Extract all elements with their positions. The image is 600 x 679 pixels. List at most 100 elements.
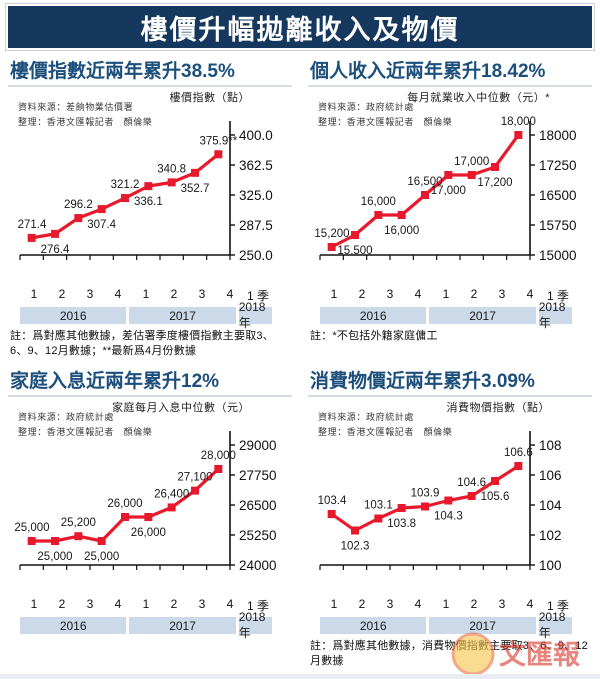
y-tick-label-1: 15750 bbox=[539, 218, 577, 233]
data-point-marker bbox=[167, 503, 176, 512]
x-tick-6: 3 bbox=[198, 287, 206, 301]
source-block: 資料來源：政府統計處 整理：香港文匯報記者 顏倫樂 bbox=[318, 411, 452, 441]
x-axis-quarter-labels: 1 2 3 4 1 2 3 4 1 季 bbox=[20, 287, 272, 304]
x-tick-0: 1 bbox=[330, 597, 338, 611]
data-point-marker bbox=[121, 513, 129, 521]
panel-note: 註：爲對應其他數據，差估署季度樓價指數主要取3、6、9、12月數據；**最新爲4… bbox=[10, 330, 274, 358]
y-tick-label-2: 16500 bbox=[539, 188, 577, 203]
data-point-label-1: 25,000 bbox=[37, 551, 72, 563]
data-point-label-7: 27,100 bbox=[177, 472, 212, 484]
panel-household-income: 家庭入息近兩年累升12% 家庭每月入息中位數（元） 資料來源：政府統計處 整理：… bbox=[0, 363, 300, 673]
data-point-marker bbox=[374, 514, 383, 523]
y-tick-label-1: 287.5 bbox=[239, 218, 273, 233]
x-tick-2: 3 bbox=[86, 287, 94, 301]
panel-grid: 樓價指數近兩年累升38.5% 樓價指數（點） 資料來源：差餉物業估價署 整理：香… bbox=[0, 53, 600, 673]
y-axis-caption: 家庭每月入息中位數（元） bbox=[112, 402, 250, 414]
data-point-label-4: 16,500 bbox=[407, 176, 442, 188]
data-point-label-6: 104.6 bbox=[457, 477, 486, 489]
data-point-marker bbox=[397, 504, 406, 512]
y-tick-label-2: 26500 bbox=[239, 498, 277, 513]
x-tick-4: 1 bbox=[442, 287, 450, 301]
data-point-marker bbox=[214, 150, 223, 159]
data-point-marker bbox=[514, 131, 523, 139]
y-tick-label-0: 24000 bbox=[239, 558, 277, 573]
data-point-marker bbox=[374, 211, 383, 219]
x-tick-3: 4 bbox=[414, 597, 422, 611]
x-tick-5: 2 bbox=[170, 287, 178, 301]
x-axis-quarter-labels: 1 2 3 4 1 2 3 4 1 季 bbox=[320, 287, 572, 304]
y-tick-label-1: 25250 bbox=[239, 528, 277, 543]
data-point-marker bbox=[191, 168, 199, 177]
data-point-label-3: 25,000 bbox=[84, 551, 119, 563]
y-tick-label-4: 18000 bbox=[539, 128, 577, 143]
data-point-marker bbox=[351, 526, 359, 535]
data-point-label-2: 16,000 bbox=[361, 196, 396, 208]
data-point-label-2: 103.1 bbox=[364, 500, 393, 512]
title-divider bbox=[308, 85, 592, 87]
y-tick-label-3: 362.5 bbox=[239, 158, 273, 173]
data-point-marker bbox=[444, 496, 453, 505]
panel-note: 註：爲對應其他數據，消費物價指數主要取3、6、9、12月數據 bbox=[310, 640, 588, 668]
data-point-label-3: 16,000 bbox=[384, 225, 419, 237]
data-point-marker bbox=[214, 465, 223, 473]
y-tick-label-1: 102 bbox=[539, 528, 562, 543]
chart-household-income: 24000 25250 26500 27750 29000 25,000 25,000 25,… bbox=[6, 417, 294, 595]
data-point-label-4: 321.2 bbox=[111, 179, 140, 191]
editor-line: 整理：香港文匯報記者 顏倫樂 bbox=[18, 427, 153, 438]
data-point-label-0: 25,000 bbox=[14, 522, 49, 534]
year-2016: 2016 bbox=[320, 307, 427, 324]
line-chart-svg: 24000 25250 26500 27750 29000 25,000 25,000 25,… bbox=[14, 431, 277, 573]
source-block: 資料來源：政府統計處 整理：香港文匯報記者 顏倫樂 bbox=[318, 101, 452, 131]
data-point-marker bbox=[51, 229, 59, 238]
data-point-marker bbox=[144, 513, 153, 521]
data-point-label-8: 28,000 bbox=[201, 450, 236, 462]
x-axis-year-band: 2016 2017 2018年 bbox=[320, 610, 572, 640]
data-point-label-5: 26,000 bbox=[131, 527, 166, 539]
line-chart-svg: 250.0 287.5 325.0 362.5 400.0 271.4 276.4 296.2… bbox=[18, 121, 273, 263]
x-tick-1: 2 bbox=[358, 287, 366, 301]
x-tick-3: 4 bbox=[114, 597, 122, 611]
chart-personal-income: 15000 15750 16500 17250 18000 15,200 15,500 16,… bbox=[306, 107, 594, 285]
year-2018: 2018年 bbox=[538, 610, 572, 640]
x-tick-4: 1 bbox=[142, 287, 150, 301]
data-point-marker bbox=[467, 171, 476, 179]
source-line: 資料來源：政府統計處 bbox=[18, 413, 115, 423]
data-point-label-8: 375.9** bbox=[199, 135, 237, 147]
data-point-marker bbox=[27, 233, 36, 242]
source-line: 資料來源：差餉物業估價署 bbox=[18, 103, 134, 113]
data-point-label-6: 17,000 bbox=[454, 156, 489, 168]
x-tick-3: 4 bbox=[114, 287, 122, 301]
data-point-marker bbox=[51, 537, 59, 545]
x-tick-4: 1 bbox=[442, 597, 450, 611]
x-tick-8: 1 季 bbox=[246, 289, 269, 303]
data-point-label-1: 15,500 bbox=[337, 245, 372, 257]
line-chart-svg: 15000 15750 16500 17250 18000 15,200 15,500 16,… bbox=[314, 116, 577, 263]
x-axis-quarter-labels: 1 2 3 4 1 2 3 4 1 季 bbox=[320, 597, 572, 614]
x-tick-6: 3 bbox=[198, 597, 206, 611]
year-2018: 2018年 bbox=[238, 300, 272, 330]
x-tick-2: 3 bbox=[386, 287, 394, 301]
data-point-label-0: 15,200 bbox=[314, 228, 349, 240]
x-tick-5: 2 bbox=[470, 287, 478, 301]
title-divider bbox=[308, 395, 592, 397]
x-tick-5: 2 bbox=[170, 597, 178, 611]
x-tick-2: 3 bbox=[386, 597, 394, 611]
data-point-marker bbox=[327, 510, 336, 518]
data-point-label-6: 26,400 bbox=[154, 488, 189, 500]
y-tick-label-4: 108 bbox=[539, 438, 562, 453]
data-point-label-3: 307.4 bbox=[87, 219, 116, 231]
data-point-label-8: 18,000 bbox=[501, 116, 536, 128]
page-title: 樓價升幅拋離收入及物價 bbox=[6, 4, 594, 50]
data-point-label-4: 103.9 bbox=[411, 488, 440, 500]
data-point-label-0: 271.4 bbox=[18, 219, 47, 231]
x-tick-8: 1 季 bbox=[246, 599, 269, 613]
data-point-marker bbox=[74, 532, 83, 541]
data-point-marker bbox=[121, 194, 129, 203]
y-tick-label-3: 106 bbox=[539, 468, 562, 483]
panel-title: 樓價指數近兩年累升38.5% bbox=[10, 61, 235, 82]
data-point-label-7: 352.7 bbox=[181, 183, 210, 195]
data-point-marker bbox=[191, 486, 199, 495]
panel-title: 家庭入息近兩年累升12% bbox=[10, 371, 220, 392]
x-axis-year-band: 2016 2017 2018年 bbox=[320, 300, 572, 330]
year-2016: 2016 bbox=[20, 617, 127, 634]
